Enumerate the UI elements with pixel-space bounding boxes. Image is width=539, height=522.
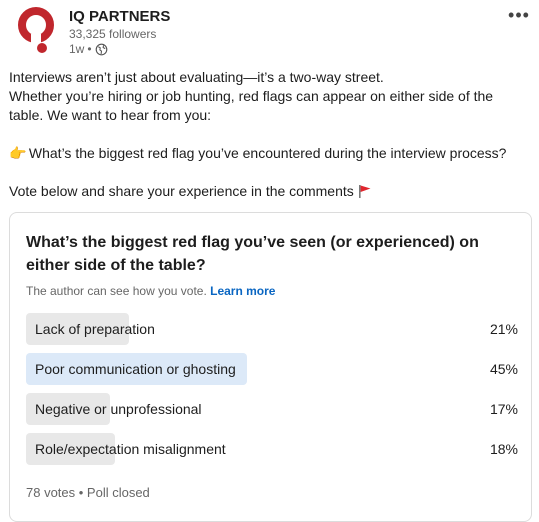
poll-option[interactable]: Role/expectation misalignment 18%: [26, 433, 518, 465]
poll-option-bar: [26, 433, 115, 465]
post-question-text: What’s the biggest red flag you’ve encou…: [28, 145, 507, 161]
post-body: Interviews aren’t just about evaluating—…: [9, 68, 529, 201]
poll-option-percent: 17%: [489, 401, 518, 417]
poll-footer: 78 votes • Poll closed: [26, 485, 150, 500]
pointing-hand-icon: 👉: [9, 145, 27, 161]
poll-question: What’s the biggest red flag you’ve seen …: [26, 234, 479, 274]
poll-option[interactable]: Lack of preparation 21%: [26, 313, 518, 345]
poll-option-bar: [26, 353, 247, 385]
poll-option-percent: 21%: [489, 321, 518, 337]
poll-option-label: Lack of preparation: [35, 321, 155, 337]
poll-option-selected[interactable]: Poor communication or ghosting 45%: [26, 353, 518, 385]
poll-card: What’s the biggest red flag you’ve seen …: [9, 212, 532, 522]
globe-icon: [95, 43, 108, 56]
poll-option-percent: 45%: [489, 361, 518, 377]
poll-option-percent: 18%: [489, 441, 518, 457]
poll-note-text: The author can see how you vote.: [26, 284, 207, 298]
more-options-button[interactable]: •••: [505, 4, 533, 26]
poll-note: The author can see how you vote. Learn m…: [26, 284, 275, 298]
follower-count: 33,325 followers: [69, 27, 157, 41]
post-cta-text: Vote below and share your experience in …: [9, 183, 354, 199]
post-line-1: Interviews aren’t just about evaluating—…: [9, 69, 384, 85]
post-time: 1w: [69, 42, 85, 56]
red-flag-icon: [358, 184, 372, 198]
company-logo[interactable]: [16, 6, 56, 54]
poll-option-bar: [26, 313, 129, 345]
poll-option[interactable]: Negative or unprofessional 17%: [26, 393, 518, 425]
post-question-line: 👉 What’s the biggest red flag you’ve enc…: [9, 144, 529, 163]
ellipsis-icon: •••: [508, 5, 530, 25]
post-line-2: Whether you’re hiring or job hunting, re…: [9, 88, 494, 123]
poll-option-bar: [26, 393, 110, 425]
meta-separator: •: [87, 42, 92, 56]
poll-option-label: Role/expectation misalignment: [35, 441, 226, 457]
poll-option-label: Negative or unprofessional: [35, 401, 202, 417]
poll-option-label: Poor communication or ghosting: [35, 361, 236, 377]
post-cta-line: Vote below and share your experience in …: [9, 182, 529, 201]
company-name[interactable]: IQ PARTNERS: [69, 8, 171, 25]
post-meta: 1w •: [69, 42, 108, 56]
learn-more-link[interactable]: Learn more: [210, 284, 276, 298]
